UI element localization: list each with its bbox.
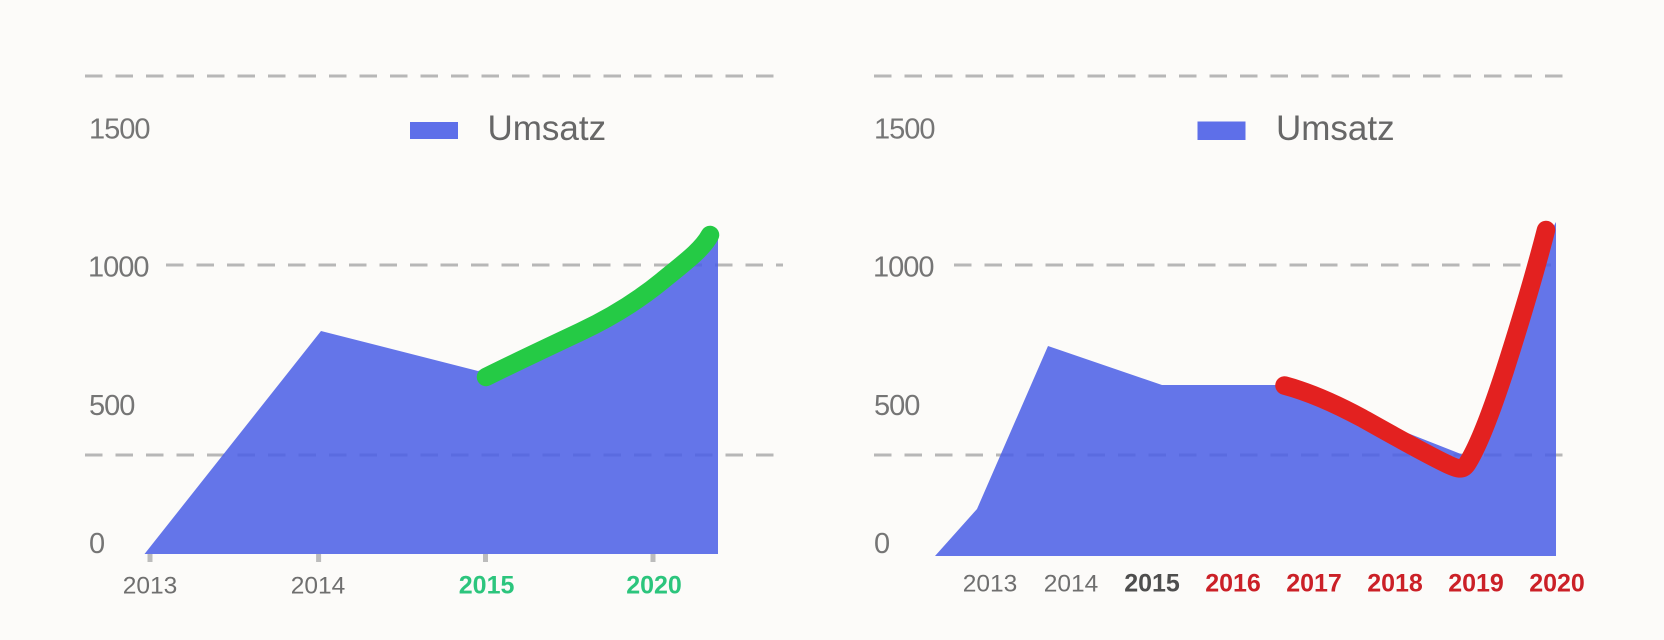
svg-text:2014: 2014 — [1044, 571, 1099, 598]
svg-text:2013: 2013 — [963, 571, 1018, 598]
svg-text:500: 500 — [874, 390, 919, 422]
svg-text:Umsatz: Umsatz — [488, 109, 607, 148]
svg-text:2013: 2013 — [123, 573, 178, 600]
svg-text:2014: 2014 — [291, 573, 346, 600]
svg-text:2015: 2015 — [459, 572, 515, 600]
svg-text:1500: 1500 — [89, 113, 150, 145]
svg-text:0: 0 — [874, 528, 889, 560]
svg-text:1000: 1000 — [873, 252, 934, 284]
svg-text:2019: 2019 — [1448, 570, 1504, 598]
svg-text:2015: 2015 — [1124, 570, 1180, 598]
svg-text:500: 500 — [89, 390, 134, 422]
svg-text:1500: 1500 — [874, 113, 935, 145]
svg-text:2016: 2016 — [1205, 570, 1261, 598]
svg-text:2018: 2018 — [1367, 570, 1423, 598]
svg-text:0: 0 — [89, 528, 104, 560]
svg-text:Umsatz: Umsatz — [1276, 109, 1395, 148]
svg-text:2020: 2020 — [626, 572, 682, 600]
svg-text:2017: 2017 — [1286, 570, 1342, 598]
svg-text:2020: 2020 — [1529, 570, 1585, 598]
svg-text:1000: 1000 — [88, 252, 149, 284]
